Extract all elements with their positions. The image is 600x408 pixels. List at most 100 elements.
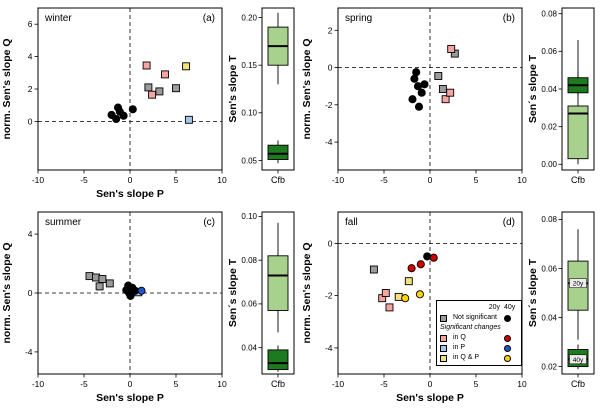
point-qp40 <box>415 290 424 299</box>
point-q40 <box>416 260 425 269</box>
season-label: spring <box>345 13 372 24</box>
svg-text:0.10: 0.10 <box>241 212 257 221</box>
point-q40 <box>407 264 416 273</box>
point-qp20 <box>394 292 403 301</box>
x-axis-ticks: -10 -5 0 5 10 <box>32 374 227 389</box>
legend-row: Not significant <box>440 313 518 323</box>
y-axis-ticks: 0.00 0.02 0.04 0.06 0.08 <box>541 10 562 169</box>
point-ns40 <box>124 281 133 290</box>
panel-tag: (a) <box>203 13 215 24</box>
box-tag-frame <box>569 278 587 288</box>
data-points <box>107 61 193 124</box>
svg-text:2: 2 <box>28 84 33 94</box>
y-axis-ticks: -4 -2 0 <box>325 238 338 353</box>
svg-text:5: 5 <box>474 175 479 185</box>
climate-category-label: Cfb <box>271 379 285 389</box>
marker-legend: 20y 40y Not significant Significant changes… <box>436 300 522 366</box>
legend-label: in Q & P <box>453 353 480 361</box>
svg-text:0: 0 <box>28 116 33 126</box>
legend-row: in Q <box>440 333 518 343</box>
svg-text:0.05: 0.05 <box>241 156 257 165</box>
svg-text:-5: -5 <box>380 379 388 389</box>
svg-text:0.20: 0.20 <box>241 13 257 22</box>
point-ns40 <box>113 103 123 112</box>
box-40y: 40y <box>567 344 589 370</box>
point-ns40 <box>417 88 426 97</box>
y-axis-ticks: -4 -2 0 2 <box>325 25 338 147</box>
svg-text:0.00: 0.00 <box>541 160 557 169</box>
point-ns40 <box>128 105 137 114</box>
svg-text:-5: -5 <box>380 175 388 185</box>
svg-text:0.10: 0.10 <box>241 109 257 118</box>
y-axis-title: norm. Sen's slope Q <box>1 242 13 343</box>
svg-text:0.15: 0.15 <box>241 61 257 70</box>
box-20y <box>267 12 289 85</box>
point-ns40 <box>423 252 432 261</box>
point-ns40 <box>119 111 128 120</box>
box-20y <box>267 222 289 333</box>
data-points <box>369 252 438 312</box>
fall-T-boxplot: 0.02 0.04 0.06 0.08 Cfb 20y 40y Sen´s slope T <box>528 211 595 389</box>
spring-T-boxplot: 0.00 0.02 0.04 0.06 0.08 Cfb Sen´s slope T <box>528 7 595 185</box>
box-tag-frame <box>569 354 587 365</box>
svg-text:0.08: 0.08 <box>541 10 557 19</box>
x-axis-ticks: -10 -5 0 5 10 <box>332 170 527 185</box>
y-axis-title: Sen's slope T <box>228 55 239 123</box>
svg-text:10: 10 <box>217 379 227 389</box>
legend-dot-swatch-qp40 <box>504 354 511 362</box>
y-axis-title: Sen´s slope T <box>528 54 539 123</box>
y-axis-title: norm. Sen's slope Q <box>301 38 313 139</box>
point-ns20 <box>85 272 94 281</box>
box-40y <box>267 345 289 372</box>
point-ns20 <box>105 279 114 288</box>
panel-spring: -10 -5 0 5 10 -4 -2 0 2 spring (b) norm. Sen's slop… <box>300 0 600 204</box>
point-qp20 <box>182 62 191 71</box>
panel-tag: (d) <box>503 217 515 228</box>
y-axis-title: Sen´s slope T <box>528 258 539 327</box>
svg-text:0: 0 <box>128 379 133 389</box>
legend-square-swatch-ns20 <box>440 314 447 322</box>
y-axis-ticks: 0 2 4 6 <box>28 19 38 126</box>
y-axis-ticks: 0.05 0.10 0.15 0.20 <box>241 13 262 165</box>
legend-header-row: 20y 40y <box>440 303 518 313</box>
summer-T-boxplot: 0.04 0.06 0.08 0.10 Cfb Sen´s slope T <box>228 211 295 389</box>
panel-tag: (b) <box>503 13 515 24</box>
panel-tag: (c) <box>203 217 215 228</box>
point-qp20 <box>404 277 413 286</box>
legend-square-swatch-qp20 <box>440 354 447 362</box>
point-ns20 <box>438 85 447 93</box>
svg-text:0.02: 0.02 <box>541 362 557 371</box>
box-tag-label: 20y <box>573 281 584 288</box>
svg-text:-2: -2 <box>325 291 333 301</box>
winter-scatter-plot: -10 -5 0 5 10 0 2 4 6 winter (a) Sen's slope P norm.… <box>1 7 227 200</box>
svg-text:0: 0 <box>428 379 433 389</box>
season-label: fall <box>345 217 358 228</box>
svg-text:0.02: 0.02 <box>541 123 557 132</box>
x-axis-title: Sen's slope P <box>396 392 464 404</box>
box-40y <box>267 140 289 164</box>
winter-T-boxplot: 0.05 0.10 0.15 0.20 Cfb Sen's slope T <box>228 7 295 185</box>
point-ns20 <box>369 265 378 274</box>
box-tag-label: 40y <box>573 357 584 364</box>
y-axis-ticks: 0.04 0.06 0.08 0.10 <box>241 212 262 353</box>
svg-text:0: 0 <box>328 238 333 248</box>
svg-text:-4: -4 <box>325 343 333 353</box>
point-q40 <box>429 253 438 262</box>
data-points <box>408 45 459 111</box>
season-label: summer <box>45 217 82 228</box>
climate-category-label: Cfb <box>571 379 585 389</box>
svg-text:0: 0 <box>28 288 33 298</box>
legend-section-row: Significant changes <box>440 323 518 333</box>
svg-text:5: 5 <box>174 175 179 185</box>
point-ns20 <box>92 273 100 282</box>
legend-dot-swatch-q40 <box>504 334 511 342</box>
svg-text:5: 5 <box>174 379 179 389</box>
y-axis-title: Sen´s slope T <box>228 258 239 327</box>
point-q20 <box>385 303 394 312</box>
svg-text:4: 4 <box>28 229 33 239</box>
svg-text:10: 10 <box>517 175 527 185</box>
legend-section-label: Significant changes <box>440 323 501 331</box>
x-axis-title: Sen's slope P <box>96 392 164 404</box>
svg-text:5: 5 <box>474 379 479 389</box>
legend-label: Not significant <box>453 313 497 321</box>
